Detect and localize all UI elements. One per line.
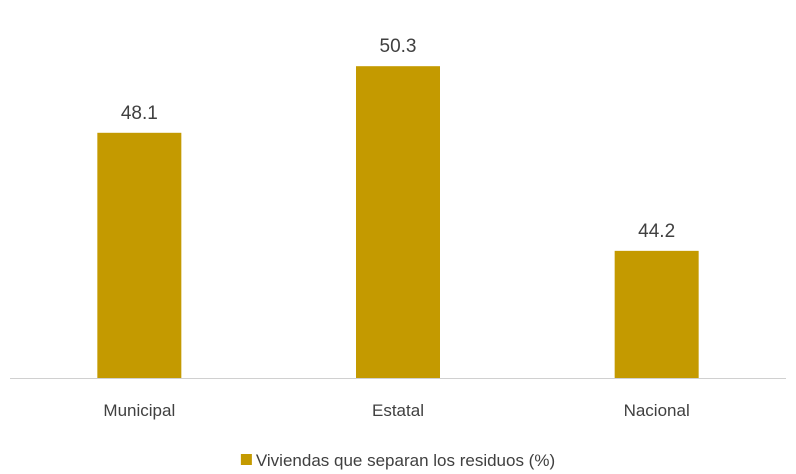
data-label-municipal: 48.1 [121, 103, 158, 124]
data-label-estatal: 50.3 [380, 36, 417, 57]
data-labels-layer: 48.1 50.3 44.2 [121, 36, 675, 242]
bar-municipal [97, 132, 182, 378]
x-tick-label-estatal: Estatal [372, 401, 424, 420]
x-tick-label-municipal: Municipal [103, 401, 175, 420]
bars-layer [97, 66, 699, 378]
legend-label: Viviendas que separan los residuos (%) [256, 451, 555, 470]
bar-nacional [614, 250, 699, 378]
x-tick-labels-layer: Municipal Estatal Nacional [103, 401, 689, 420]
bar-estatal [356, 66, 440, 378]
legend-swatch [240, 454, 252, 465]
data-label-nacional: 44.2 [638, 221, 675, 242]
x-tick-label-nacional: Nacional [624, 401, 690, 420]
legend: Viviendas que separan los residuos (%) [240, 451, 555, 470]
